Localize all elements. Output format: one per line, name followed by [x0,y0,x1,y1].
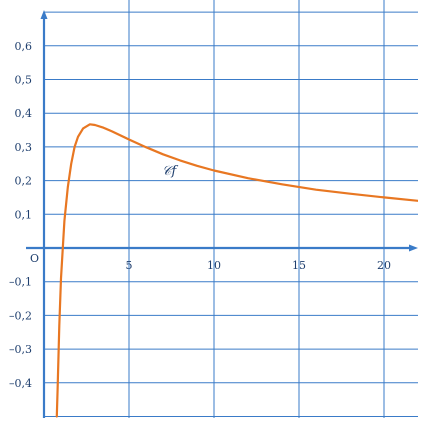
y-tick-label: –0,2 [9,309,32,322]
y-tick-label: 0,4 [15,107,33,120]
x-tick-label: 15 [292,259,306,272]
series-curve [55,123,418,418]
y-axis-arrow [40,10,48,19]
curves [55,123,418,418]
y-tick-label: –0,3 [9,343,32,356]
y-tick-label: 0,2 [15,175,33,188]
x-tick-label: 20 [377,259,391,272]
y-tick-label: –0,4 [9,377,32,390]
y-tick-label: 0,6 [15,40,33,53]
tick-labels: 5 10 15 20 0,6 0,5 0,4 0,3 0,2 0,1 –0,1 –0,2 –0,3 –0,… [9,40,391,390]
curve-label: 𝒞f [162,164,178,179]
y-tick-label: 0,5 [15,74,33,87]
x-axis-arrow [409,244,418,252]
axes [26,10,418,418]
origin-label: O [30,252,39,265]
y-tick-label: 0,3 [15,141,33,154]
x-tick-label: 5 [126,259,133,272]
y-tick-label: 0,1 [15,208,33,221]
y-tick-label: –0,1 [9,276,32,289]
grid [44,0,418,418]
x-tick-label: 10 [207,259,221,272]
